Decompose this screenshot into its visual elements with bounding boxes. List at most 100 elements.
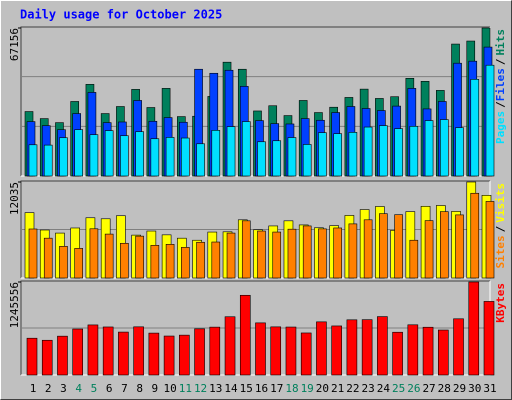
bar [43,144,53,177]
bar [196,241,205,279]
bar [316,321,327,376]
bar [59,246,68,279]
bar [346,319,358,376]
bar [409,126,419,177]
bar [150,245,160,279]
bar [57,335,68,376]
bar [89,134,99,177]
bar [72,328,83,376]
x-tick-label: 17 [270,382,283,395]
bar [439,211,449,279]
y-tick-label: 12035 [8,182,21,215]
bar [300,332,312,376]
bar [74,248,83,279]
bar [133,326,144,376]
x-tick-label: 9 [152,382,159,395]
bar [287,228,297,279]
bar [209,326,221,376]
bar [239,294,251,376]
x-tick-label: 23 [362,382,375,395]
legend-entry: Files [494,68,507,101]
x-tick-label: 6 [106,382,113,395]
x-tick-label: 12 [194,382,207,395]
bar [333,133,342,177]
x-tick-label: 14 [224,382,238,395]
x-tick-label: 15 [240,382,253,395]
x-tick-label: 3 [60,382,67,395]
x-tick-label: 25 [392,382,405,395]
bar [165,244,175,279]
x-tick-label: 5 [91,382,98,395]
chart-title: Daily usage for October 2025 [20,8,222,22]
bar [348,132,358,177]
bar [318,228,327,279]
y-tick-label: 1245556 [8,282,21,328]
bar [257,230,266,279]
bar [394,214,403,279]
bar [453,318,464,376]
bar [87,324,99,376]
y-tick-label: 67156 [8,28,21,61]
bar [394,128,403,177]
bar [485,64,495,177]
bar [302,144,312,177]
bar [181,247,190,279]
bar [120,135,129,177]
bar [483,301,495,376]
x-tick-label: 2 [45,382,52,395]
plot-edge-dark [20,180,490,278]
bar [333,227,342,279]
bar [148,332,160,376]
bar [272,231,282,279]
legend: KBytes [494,283,507,323]
legend-entry: Sites [494,235,507,268]
legend-separator: / [494,58,507,65]
bar [379,125,388,177]
x-tick-label: 29 [453,382,466,395]
bar [407,324,419,376]
x-tick-label: 27 [422,382,435,395]
bar [422,326,434,376]
legend: Pages/Files/Hits [494,29,507,144]
bar [409,239,419,279]
legend-entry: Pages [494,111,507,144]
bar [150,138,160,177]
legend-separator: / [494,101,507,108]
bar [392,331,403,376]
x-tick-label: 16 [255,382,268,395]
bar [120,242,129,279]
bar [211,130,221,177]
bar [424,120,434,177]
bar [226,232,236,279]
bar [26,337,38,376]
bar [224,316,236,376]
bar [135,131,144,177]
bar [135,235,144,279]
bar [104,130,114,177]
bar [211,241,221,279]
bar [272,140,282,177]
bar [318,132,327,177]
bar [181,137,190,177]
bar [59,137,68,177]
bar [257,141,266,177]
bar [89,228,99,279]
x-tick-label: 30 [468,382,481,395]
bar [485,201,495,279]
x-tick-label: 20 [316,382,329,395]
bar [331,325,342,376]
plot-edge-dark [20,280,490,375]
bar [179,334,190,376]
bar [28,228,38,279]
bar [377,316,388,376]
x-tick-label: 8 [136,382,143,395]
bar [241,220,251,279]
x-tick-label: 28 [438,382,451,395]
x-tick-label: 21 [331,382,344,395]
bar [226,126,236,177]
bar [470,192,480,279]
bar [102,326,114,376]
x-tick-label: 31 [483,382,496,395]
bar [104,233,114,279]
